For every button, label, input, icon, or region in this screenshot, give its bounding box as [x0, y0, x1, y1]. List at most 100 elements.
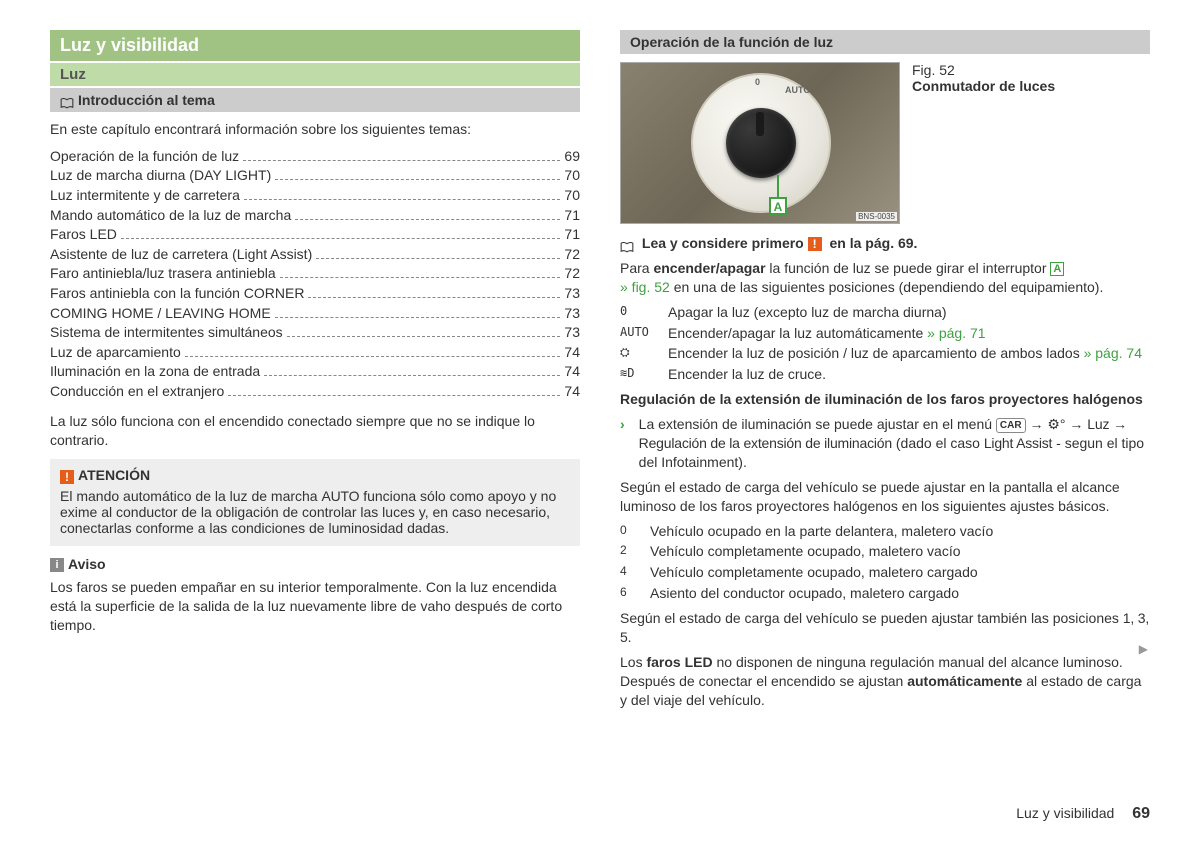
toc-dots	[244, 199, 561, 200]
page-ref: » pág. 71	[927, 325, 985, 341]
heading-2: Luz	[50, 63, 580, 86]
toc-label: Faros antiniebla con la función CORNER	[50, 284, 304, 304]
figure-caption: Fig. 52 Conmutador de luces	[912, 62, 1055, 224]
toc-dots	[185, 356, 561, 357]
toc-row: COMING HOME / LEAVING HOME 73	[50, 304, 580, 324]
position-text: Apagar la luz (excepto luz de marcha diu…	[668, 303, 947, 322]
toc-dots	[275, 179, 560, 180]
toc-dots	[264, 375, 560, 376]
heading-1: Luz y visibilidad	[50, 30, 580, 61]
extra-positions: Según el estado de carga del vehículo se…	[620, 609, 1150, 647]
read-first: Lea y considere primero ! en la pág. 69.	[620, 234, 1150, 253]
toc-label: Faros LED	[50, 225, 117, 245]
page-ref: » pág. 74	[1084, 345, 1142, 361]
toc-page: 71	[564, 225, 580, 245]
toc-dots	[275, 317, 561, 318]
regulation-bullet: › La extensión de iluminación se puede a…	[620, 415, 1150, 472]
load-row: 0 Vehículo ocupado en la parte delantera,…	[620, 522, 1150, 541]
toc-label: Asistente de luz de carretera (Light Ass…	[50, 245, 312, 265]
led-paragraph: Los faros LED no disponen de ninguna reg…	[620, 653, 1150, 710]
toc-page: 73	[564, 323, 580, 343]
page-footer: Luz y visibilidad 69	[1016, 805, 1150, 823]
dial-knob	[726, 108, 796, 178]
toc-label: Conducción en el extranjero	[50, 382, 224, 402]
toc-row: Faros LED 71	[50, 225, 580, 245]
warning-body: El mando automático de la luz de marcha …	[60, 488, 570, 536]
toc-dots	[243, 160, 560, 161]
load-text: Vehículo ocupado en la parte delantera, …	[650, 522, 993, 541]
inline-a-box: A	[1050, 262, 1064, 276]
image-code: BNS-0035	[856, 212, 897, 221]
book-icon	[620, 239, 634, 250]
toc-label: Faro antiniebla/luz trasera antiniebla	[50, 264, 276, 284]
heading-3-intro: Introducción al tema	[50, 88, 580, 112]
toc-page: 73	[564, 304, 580, 324]
position-symbol: AUTO	[620, 324, 658, 343]
dial-label-auto: AUTO	[785, 85, 810, 95]
right-column: Operación de la función de luz 0 AUTO A …	[620, 30, 1150, 716]
load-symbol: 6	[620, 584, 640, 603]
toc-row: Conducción en el extranjero 74	[50, 382, 580, 402]
position-text: Encender/apagar la luz automáticamente »…	[668, 324, 986, 343]
fig-ref: » fig. 52	[620, 279, 670, 295]
toc-page: 70	[564, 186, 580, 206]
footer-page-number: 69	[1132, 805, 1150, 822]
position-text: Encender la luz de posición / luz de apa…	[668, 344, 1142, 363]
after-toc-text: La luz sólo funciona con el encendido co…	[50, 412, 580, 450]
heading-3-operation: Operación de la función de luz	[620, 30, 1150, 54]
continue-arrow-icon: ▶	[1139, 642, 1148, 656]
position-symbol: ⛭	[620, 344, 658, 363]
toc-page: 73	[564, 284, 580, 304]
load-settings-list: 0 Vehículo ocupado en la parte delantera,…	[620, 522, 1150, 604]
toc-label: Operación de la función de luz	[50, 147, 239, 167]
load-symbol: 0	[620, 522, 640, 541]
position-text: Encender la luz de cruce.	[668, 365, 826, 384]
toc-dots	[316, 258, 560, 259]
info-icon: i	[50, 558, 64, 572]
marker-a-box: A	[769, 197, 787, 215]
toc-row: Iluminación en la zona de entrada74	[50, 362, 580, 382]
toc-label: COMING HOME / LEAVING HOME	[50, 304, 271, 324]
toc-page: 70	[564, 166, 580, 186]
table-of-contents: Operación de la función de luz69Luz de m…	[50, 147, 580, 402]
toc-page: 74	[564, 382, 580, 402]
figure-number: Fig. 52	[912, 62, 1055, 78]
toc-dots	[228, 395, 560, 396]
toc-page: 72	[564, 264, 580, 284]
toc-label: Luz de marcha diurna (DAY LIGHT)	[50, 166, 271, 186]
toc-label: Mando automático de la luz de marcha	[50, 206, 291, 226]
toc-label: Sistema de intermitentes simultáneos	[50, 323, 283, 343]
gear-icon: ⚙°	[1047, 416, 1065, 432]
position-row: ⛭ Encender la luz de posición / luz de ap…	[620, 344, 1150, 363]
bullet-arrow-icon: ›	[620, 415, 625, 472]
car-button-icon: CAR	[996, 418, 1026, 434]
load-symbol: 2	[620, 542, 640, 561]
turn-switch-paragraph: Para encender/apagar la función de luz s…	[620, 259, 1150, 297]
toc-dots	[280, 277, 561, 278]
toc-page: 74	[564, 343, 580, 363]
load-row: 4Vehículo completamente ocupado, maleter…	[620, 563, 1150, 582]
toc-label: Luz de aparcamiento	[50, 343, 181, 363]
warning-icon: !	[808, 237, 822, 251]
toc-row: Asistente de luz de carretera (Light Ass…	[50, 245, 580, 265]
toc-label: Luz intermitente y de carretera	[50, 186, 240, 206]
toc-row: Sistema de intermitentes simultáneos 73	[50, 323, 580, 343]
figure-image: 0 AUTO A BNS-0035	[620, 62, 900, 224]
toc-page: 74	[564, 362, 580, 382]
left-column: Luz y visibilidad Luz Introducción al te…	[50, 30, 580, 716]
figure-title: Conmutador de luces	[912, 78, 1055, 94]
toc-row: Operación de la función de luz 69	[50, 147, 580, 167]
heading-3-intro-text: Introducción al tema	[78, 92, 215, 108]
toc-dots	[295, 219, 560, 220]
position-row: 0Apagar la luz (excepto luz de marcha di…	[620, 303, 1150, 322]
toc-dots	[121, 238, 561, 239]
toc-row: Faro antiniebla/luz trasera antiniebla 72	[50, 264, 580, 284]
toc-row: Luz de marcha diurna (DAY LIGHT) 70	[50, 166, 580, 186]
load-row: 6Asiento del conductor ocupado, maletero…	[620, 584, 1150, 603]
toc-row: Mando automático de la luz de marcha71	[50, 206, 580, 226]
position-symbol: ≋D	[620, 365, 658, 384]
toc-page: 69	[564, 147, 580, 167]
marker-line	[777, 175, 779, 197]
toc-row: Luz intermitente y de carretera 70	[50, 186, 580, 206]
load-text: Vehículo completamente ocupado, maletero…	[650, 542, 961, 561]
